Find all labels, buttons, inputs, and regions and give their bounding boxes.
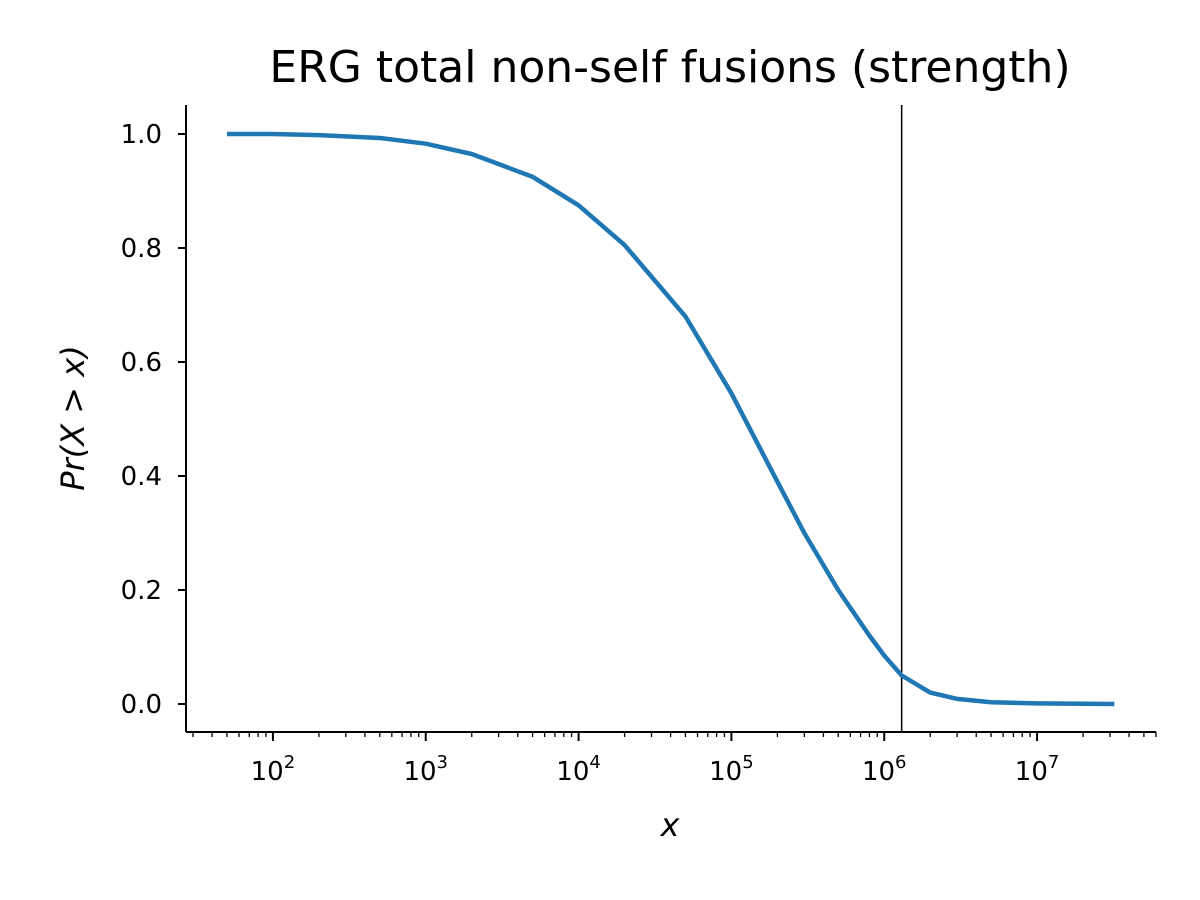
y-axis-label: Pr(X > x)	[54, 345, 92, 490]
series-line	[226, 131, 1115, 707]
y-tick-label: 1.0	[121, 120, 162, 150]
plot-area: 0.0 0.2 0.4 0.6 0.8 1.0 102 103 104 105 106 107	[121, 105, 1157, 787]
x-tick-label: 102	[251, 752, 296, 787]
y-tick-label: 0.8	[121, 234, 162, 264]
x-tick-label: 103	[403, 752, 448, 787]
x-tick-label: 106	[862, 752, 907, 787]
x-tick-label: 107	[1015, 752, 1060, 787]
x-tick-label: 105	[709, 752, 754, 787]
x-axis-label: x	[660, 806, 681, 844]
y-tick-label: 0.2	[121, 576, 162, 606]
y-tick-label: 0.0	[121, 690, 162, 720]
y-tick-label: 0.6	[121, 348, 162, 378]
x-tick-label: 104	[556, 752, 601, 787]
y-tick-label: 0.4	[121, 462, 162, 492]
chart-title: ERG total non-self fusions (strength)	[269, 42, 1070, 93]
